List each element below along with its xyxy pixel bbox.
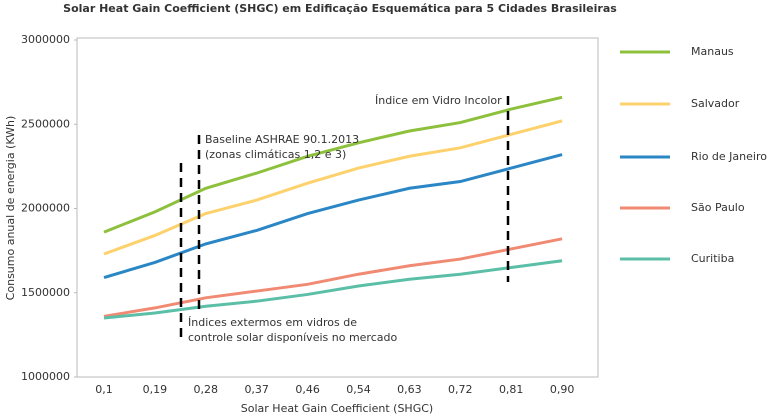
x-tick-label: 0,46 <box>295 383 320 396</box>
chart-title: Solar Heat Gain Coefficient (SHGC) em Ed… <box>63 2 617 15</box>
x-tick-label: 0,37 <box>244 383 269 396</box>
series-line <box>103 237 563 318</box>
legend-label: Curitiba <box>691 252 734 265</box>
y-tick-label: 1000000 <box>21 370 70 383</box>
annotation: Índice em Vidro Incolor <box>375 94 502 107</box>
annotation: Índices extermos em vidros de <box>188 316 357 329</box>
annotation: controle solar disponíveis no mercado <box>188 331 397 344</box>
y-tick-label: 2500000 <box>21 117 70 130</box>
x-axis-label: Solar Heat Gain Coefficient (SHGC) <box>241 402 433 415</box>
y-tick-label: 1500000 <box>21 286 70 299</box>
x-tick-label: 0,1 <box>95 383 113 396</box>
legend-label: São Paulo <box>691 201 745 214</box>
x-tick-label: 0,28 <box>194 383 219 396</box>
series-line <box>103 153 563 280</box>
x-tick-label: 0,72 <box>448 383 473 396</box>
legend-label: Salvador <box>691 97 740 110</box>
series-line <box>103 259 563 320</box>
y-tick-label: 2000000 <box>21 202 70 215</box>
legend-label: Rio de Janeiro <box>691 150 767 163</box>
x-tick-label: 0,19 <box>143 383 168 396</box>
x-tick-label: 0,54 <box>346 383 371 396</box>
legend-label: Manaus <box>691 45 734 58</box>
annotation: Baseline ASHRAE 90.1.2013 <box>205 133 359 146</box>
y-axis-label: Consumo anual de energia (KWh) <box>4 116 17 301</box>
y-tick-label: 3000000 <box>21 33 70 46</box>
x-tick-label: 0,63 <box>397 383 422 396</box>
plot-frame <box>76 37 599 378</box>
x-tick-label: 0,81 <box>499 383 524 396</box>
series-line <box>103 95 563 234</box>
annotation: (zonas climáticas 1,2 e 3) <box>205 148 346 161</box>
x-tick-label: 0,90 <box>550 383 575 396</box>
